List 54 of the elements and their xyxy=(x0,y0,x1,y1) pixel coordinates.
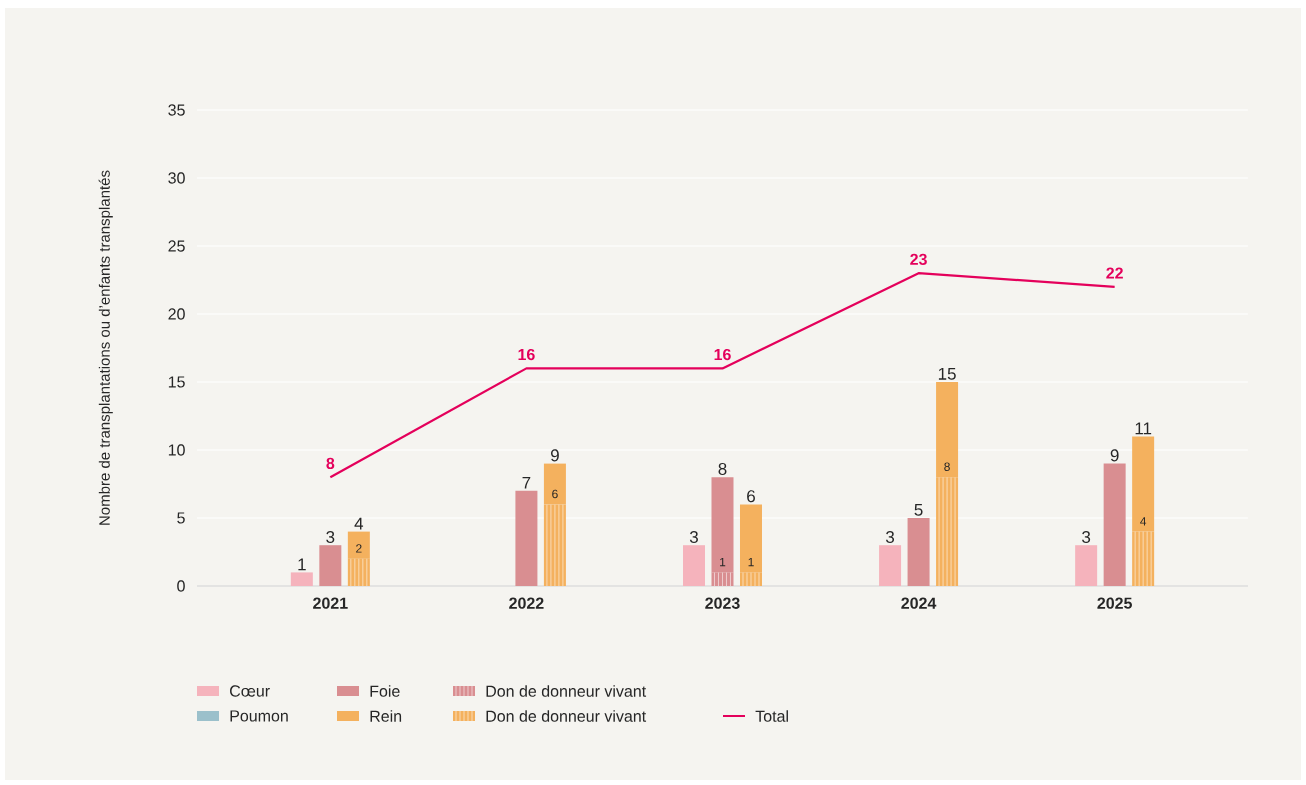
data-label: 3 xyxy=(689,530,698,544)
legend-label: Poumon xyxy=(230,710,288,722)
data-label: 15 xyxy=(938,367,956,380)
y-tick-label: 30 xyxy=(168,172,185,184)
data-label: 6 xyxy=(552,489,558,499)
data-label: 16 xyxy=(714,348,731,361)
data-label: 1 xyxy=(720,557,726,567)
y-tick-label: 10 xyxy=(168,444,185,456)
x-tick-label: 2024 xyxy=(901,597,937,609)
y-tick-label: 15 xyxy=(168,376,185,388)
data-label: 5 xyxy=(914,503,923,516)
y-tick-label: 5 xyxy=(177,512,185,524)
legend-label: Rein xyxy=(370,710,402,722)
data-label: 8 xyxy=(326,457,335,469)
y-tick-label: 35 xyxy=(168,104,185,116)
data-label: 4 xyxy=(1140,517,1147,526)
data-label: 2 xyxy=(356,544,362,553)
x-tick-label: 2021 xyxy=(313,597,348,609)
bar xyxy=(907,518,930,586)
legend-label: Cœur xyxy=(230,685,270,697)
y-tick-label: 20 xyxy=(168,308,185,320)
legend-label: Don de donneur vivant xyxy=(486,685,647,697)
data-label: 3 xyxy=(326,530,335,544)
x-tick-label: 2023 xyxy=(705,597,740,609)
x-tick-label: 2025 xyxy=(1097,597,1132,609)
data-label: 9 xyxy=(1110,449,1119,462)
bar xyxy=(319,545,342,586)
y-axis-title: Nombre de transplantations ou d’enfants transplantés xyxy=(98,170,113,525)
data-label: 3 xyxy=(885,530,895,544)
data-label: 1 xyxy=(748,557,754,567)
data-label: 22 xyxy=(1106,267,1123,279)
data-label: 16 xyxy=(518,348,535,361)
bar xyxy=(1103,463,1126,586)
data-label: 11 xyxy=(1135,422,1152,435)
bar xyxy=(879,545,902,586)
x-tick-label: 2022 xyxy=(509,597,544,609)
bar xyxy=(1075,545,1098,586)
data-label: 23 xyxy=(910,253,927,265)
legend-label: Total xyxy=(755,710,788,722)
data-label: 9 xyxy=(550,449,559,462)
bar xyxy=(682,545,705,586)
bar xyxy=(290,572,313,586)
y-tick-label: 25 xyxy=(168,240,185,252)
bar xyxy=(515,490,538,586)
y-tick-label: 0 xyxy=(177,580,185,592)
legend-label: Don de donneur vivant xyxy=(486,710,647,722)
legend-label: Foie xyxy=(370,685,400,697)
data-label: 3 xyxy=(1082,530,1091,544)
data-label: 6 xyxy=(747,490,755,503)
data-label: 8 xyxy=(944,462,950,471)
data-label: 1 xyxy=(298,558,306,571)
data-label: 8 xyxy=(718,462,727,476)
data-label: 7 xyxy=(522,476,531,489)
data-label: 4 xyxy=(354,517,364,530)
